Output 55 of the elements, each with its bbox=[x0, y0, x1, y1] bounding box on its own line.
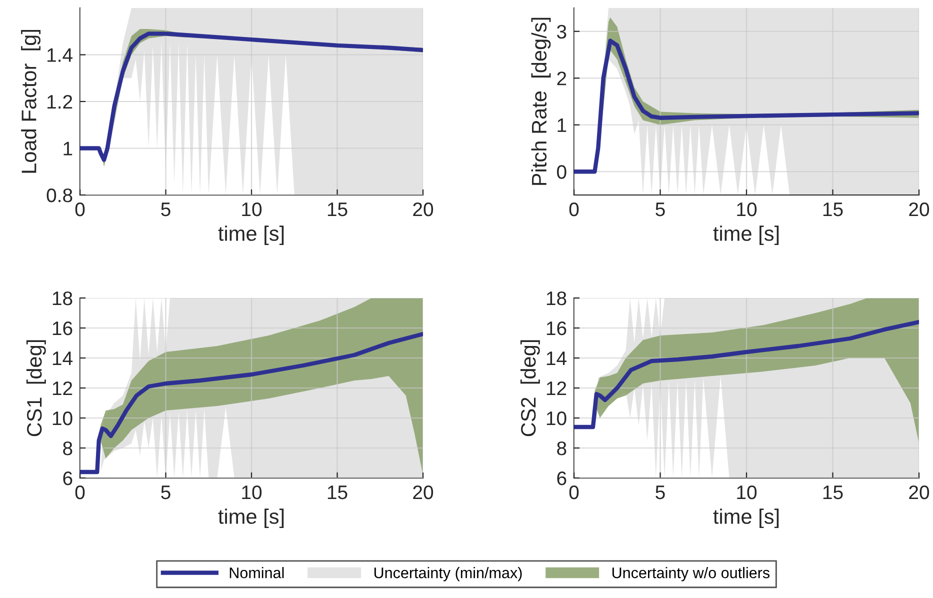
y-axis-title: Load Factor [g] bbox=[21, 30, 40, 173]
line-series bbox=[80, 332, 423, 474]
x-tick-label: 10 bbox=[737, 485, 757, 500]
y-tick-label: 8 bbox=[557, 441, 566, 456]
y-tick-label: 12 bbox=[546, 381, 566, 396]
y-axis-title: CS1 [deg] bbox=[26, 340, 46, 436]
x-tick-label: 5 bbox=[161, 486, 170, 500]
y-tick-label: 16 bbox=[52, 321, 72, 336]
y-tick-label: 1 bbox=[64, 142, 72, 156]
x-tick-label: 20 bbox=[909, 485, 930, 500]
x-tick-label: 0 bbox=[569, 485, 579, 500]
y-tick-label: 1.2 bbox=[48, 94, 72, 109]
x-tick-label: 10 bbox=[737, 202, 757, 216]
legend-label: Uncertainty (min/max) bbox=[374, 567, 522, 582]
x-tick-label: 20 bbox=[413, 202, 434, 216]
y-tick-label: 3 bbox=[556, 24, 566, 39]
y-tick-label: 18 bbox=[52, 291, 72, 306]
x-tick-label: 15 bbox=[823, 486, 843, 500]
x-tick-label: 0 bbox=[75, 485, 85, 500]
x-axis-title: time [s] bbox=[218, 508, 284, 528]
x-tick-label: 5 bbox=[656, 486, 665, 500]
y-tick-label: 18 bbox=[546, 291, 566, 306]
y-tick-label: 16 bbox=[546, 321, 566, 336]
x-tick-label: 15 bbox=[823, 202, 843, 216]
line-series bbox=[574, 320, 919, 430]
y-tick-label: 8 bbox=[63, 441, 72, 456]
x-tick-label: 20 bbox=[413, 485, 434, 500]
x-tick-label: 0 bbox=[75, 202, 85, 216]
x-tick-label: 15 bbox=[328, 486, 348, 500]
y-axis-title: CS2 [deg] bbox=[520, 340, 540, 436]
x-tick-label: 10 bbox=[242, 485, 262, 500]
y-tick-label: 1.4 bbox=[48, 48, 72, 62]
y-tick-label: 0 bbox=[557, 165, 566, 179]
x-axis-title: time [s] bbox=[713, 226, 779, 246]
x-tick-label: 0 bbox=[569, 202, 579, 216]
y-tick-label: 2 bbox=[557, 72, 566, 86]
x-axis-title: time [s] bbox=[713, 508, 779, 528]
y-tick-label: 14 bbox=[52, 352, 72, 366]
y-tick-label: 6 bbox=[63, 471, 72, 486]
legend-label: Nominal bbox=[230, 567, 284, 578]
y-tick-label: 12 bbox=[52, 381, 72, 396]
y-axis-title: Pitch Rate [deg/s] bbox=[531, 18, 551, 185]
x-axis-title: time [s] bbox=[218, 226, 284, 246]
y-tick-label: 6 bbox=[557, 471, 566, 486]
y-tick-label: 10 bbox=[546, 411, 566, 426]
x-tick-label: 10 bbox=[242, 202, 262, 216]
y-tick-label: 1 bbox=[558, 118, 566, 132]
x-tick-label: 5 bbox=[161, 202, 170, 216]
legend-label: Uncertainty w/o outliers bbox=[612, 567, 770, 582]
x-tick-label: 5 bbox=[656, 202, 665, 216]
y-tick-label: 10 bbox=[52, 411, 72, 426]
y-tick-label: 14 bbox=[546, 352, 566, 366]
x-tick-label: 15 bbox=[328, 202, 348, 216]
x-tick-label: 20 bbox=[909, 202, 930, 216]
y-tick-label: 0.8 bbox=[46, 188, 72, 202]
